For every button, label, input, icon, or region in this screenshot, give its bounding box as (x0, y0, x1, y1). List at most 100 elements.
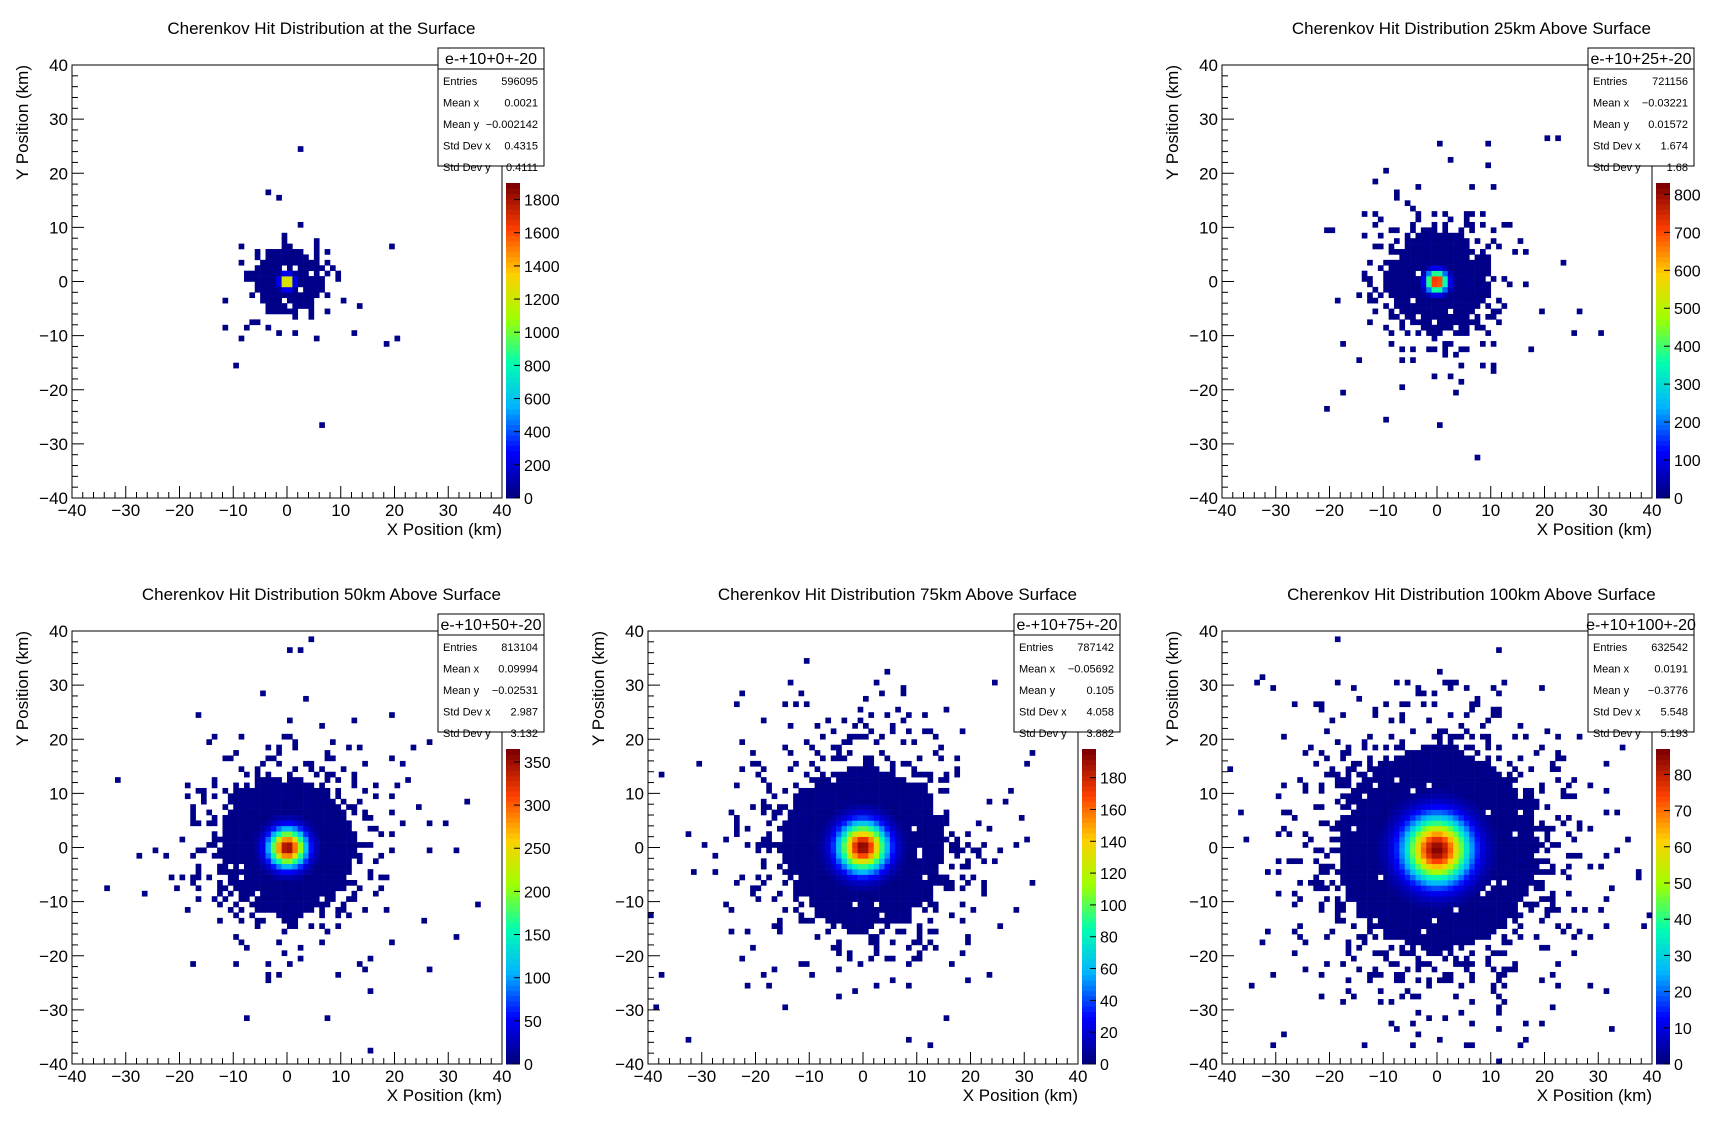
heatmap-cell (777, 863, 783, 870)
heatmap-cell (825, 831, 832, 837)
y-tick-label: −30 (39, 435, 68, 454)
heatmap-cell (222, 755, 229, 762)
heatmap-cell (1523, 852, 1529, 859)
heatmap-cell (879, 793, 885, 800)
heatmap-cell (1437, 944, 1443, 951)
heatmap-cell (1404, 858, 1411, 865)
heatmap-cell (324, 874, 331, 881)
heatmap-cell (916, 858, 923, 865)
heatmap-cell (863, 723, 869, 729)
heatmap-cell (965, 939, 971, 946)
heatmap-cell (1458, 733, 1465, 740)
heatmap-cell (1437, 825, 1443, 832)
heatmap-cell (1426, 874, 1432, 881)
heatmap-cell (1555, 733, 1561, 740)
heatmap-cell (1544, 858, 1551, 865)
heatmap-cell (1410, 281, 1416, 288)
heatmap-cell (1447, 270, 1454, 277)
heatmap-cell (803, 858, 810, 865)
heatmap-cell (1410, 934, 1416, 940)
y-axis-label: Y Position (km) (13, 631, 32, 746)
heatmap-cell (841, 798, 848, 805)
heatmap-cell (814, 901, 821, 908)
heatmap-cell (1474, 319, 1481, 326)
colorbar-swatch (1656, 240, 1670, 247)
colorbar-swatch (506, 990, 520, 997)
heatmap-cell (787, 836, 794, 843)
heatmap-cell (1324, 885, 1330, 892)
colorbar-tick-label: 150 (524, 928, 551, 945)
heatmap-cell (179, 874, 186, 881)
heatmap-cell (1469, 777, 1475, 783)
heatmap-cell (1453, 901, 1459, 908)
heatmap-cell (1458, 755, 1465, 762)
heatmap-cell (426, 966, 433, 973)
heatmap-cell (1394, 270, 1400, 277)
heatmap-cell (1340, 777, 1346, 783)
heatmap-cell (1458, 982, 1465, 989)
colorbar-swatch (506, 324, 520, 331)
heatmap-cell (1377, 809, 1384, 816)
heatmap-cell (884, 912, 891, 919)
heatmap-cell (303, 793, 309, 800)
heatmap-cell (335, 777, 342, 783)
heatmap-cell (362, 966, 368, 973)
heatmap-cell (916, 939, 923, 946)
heatmap-cell (1383, 847, 1389, 854)
colorbar-swatch (506, 471, 520, 478)
heatmap-cell (1501, 917, 1508, 924)
heatmap-cell (766, 847, 772, 854)
heatmap-cell (1474, 907, 1481, 913)
heatmap-cell (346, 852, 352, 859)
heatmap-cell (1394, 923, 1400, 929)
heatmap-cell (782, 831, 789, 837)
heatmap-cell (911, 885, 918, 892)
heatmap-cell (1377, 885, 1384, 892)
heatmap-cell (830, 787, 837, 794)
heatmap-cell (308, 842, 315, 848)
heatmap-cell (1388, 901, 1395, 908)
heatmap-cell (1404, 286, 1411, 293)
colorbar-swatch (1656, 387, 1670, 394)
y-tick-label: −40 (1189, 489, 1218, 508)
heatmap-cell (1372, 825, 1379, 832)
heatmap-cell (820, 809, 826, 816)
heatmap-cell (911, 831, 918, 837)
colorbar-swatch (1656, 393, 1670, 399)
colorbar-swatch (506, 806, 520, 813)
heatmap-cell (1523, 733, 1529, 740)
heatmap-cell (1447, 858, 1454, 865)
heatmap-cell (1442, 259, 1449, 266)
heatmap-cell (1377, 292, 1384, 299)
heatmap-cell (1480, 869, 1486, 875)
heatmap-cell (1469, 787, 1475, 794)
colorbar-tick-label: 30 (1674, 948, 1692, 965)
heatmap-cell (1415, 825, 1422, 832)
heatmap-cell (1394, 820, 1400, 827)
heatmap-cell (793, 825, 799, 832)
heatmap-cell (1420, 308, 1427, 315)
heatmap-cell (857, 874, 864, 881)
heatmap-cell (1480, 723, 1486, 729)
heatmap-cell (1480, 804, 1486, 810)
heatmap-cell (906, 836, 912, 843)
heatmap-cell (346, 896, 352, 902)
colorbar-swatch (1656, 440, 1670, 446)
heatmap-cell (1275, 831, 1282, 837)
heatmap-cell (1485, 787, 1492, 794)
heatmap-cell (1367, 798, 1373, 805)
heatmap-cell (1420, 701, 1427, 708)
colorbar-tick-label: 60 (1674, 840, 1692, 857)
heatmap-cell (1340, 815, 1346, 821)
heatmap-cell (254, 836, 261, 843)
heatmap-cell (1458, 809, 1465, 816)
heatmap-cell (825, 836, 832, 843)
heatmap-cell (1324, 728, 1330, 735)
heatmap-cell (1523, 863, 1529, 870)
heatmap-cell (1447, 276, 1454, 282)
colorbar-swatch (1082, 1053, 1096, 1060)
heatmap-cell (1523, 804, 1529, 810)
heatmap-cell (389, 809, 395, 816)
heatmap-cell (873, 912, 880, 919)
heatmap-cell (1431, 211, 1438, 217)
